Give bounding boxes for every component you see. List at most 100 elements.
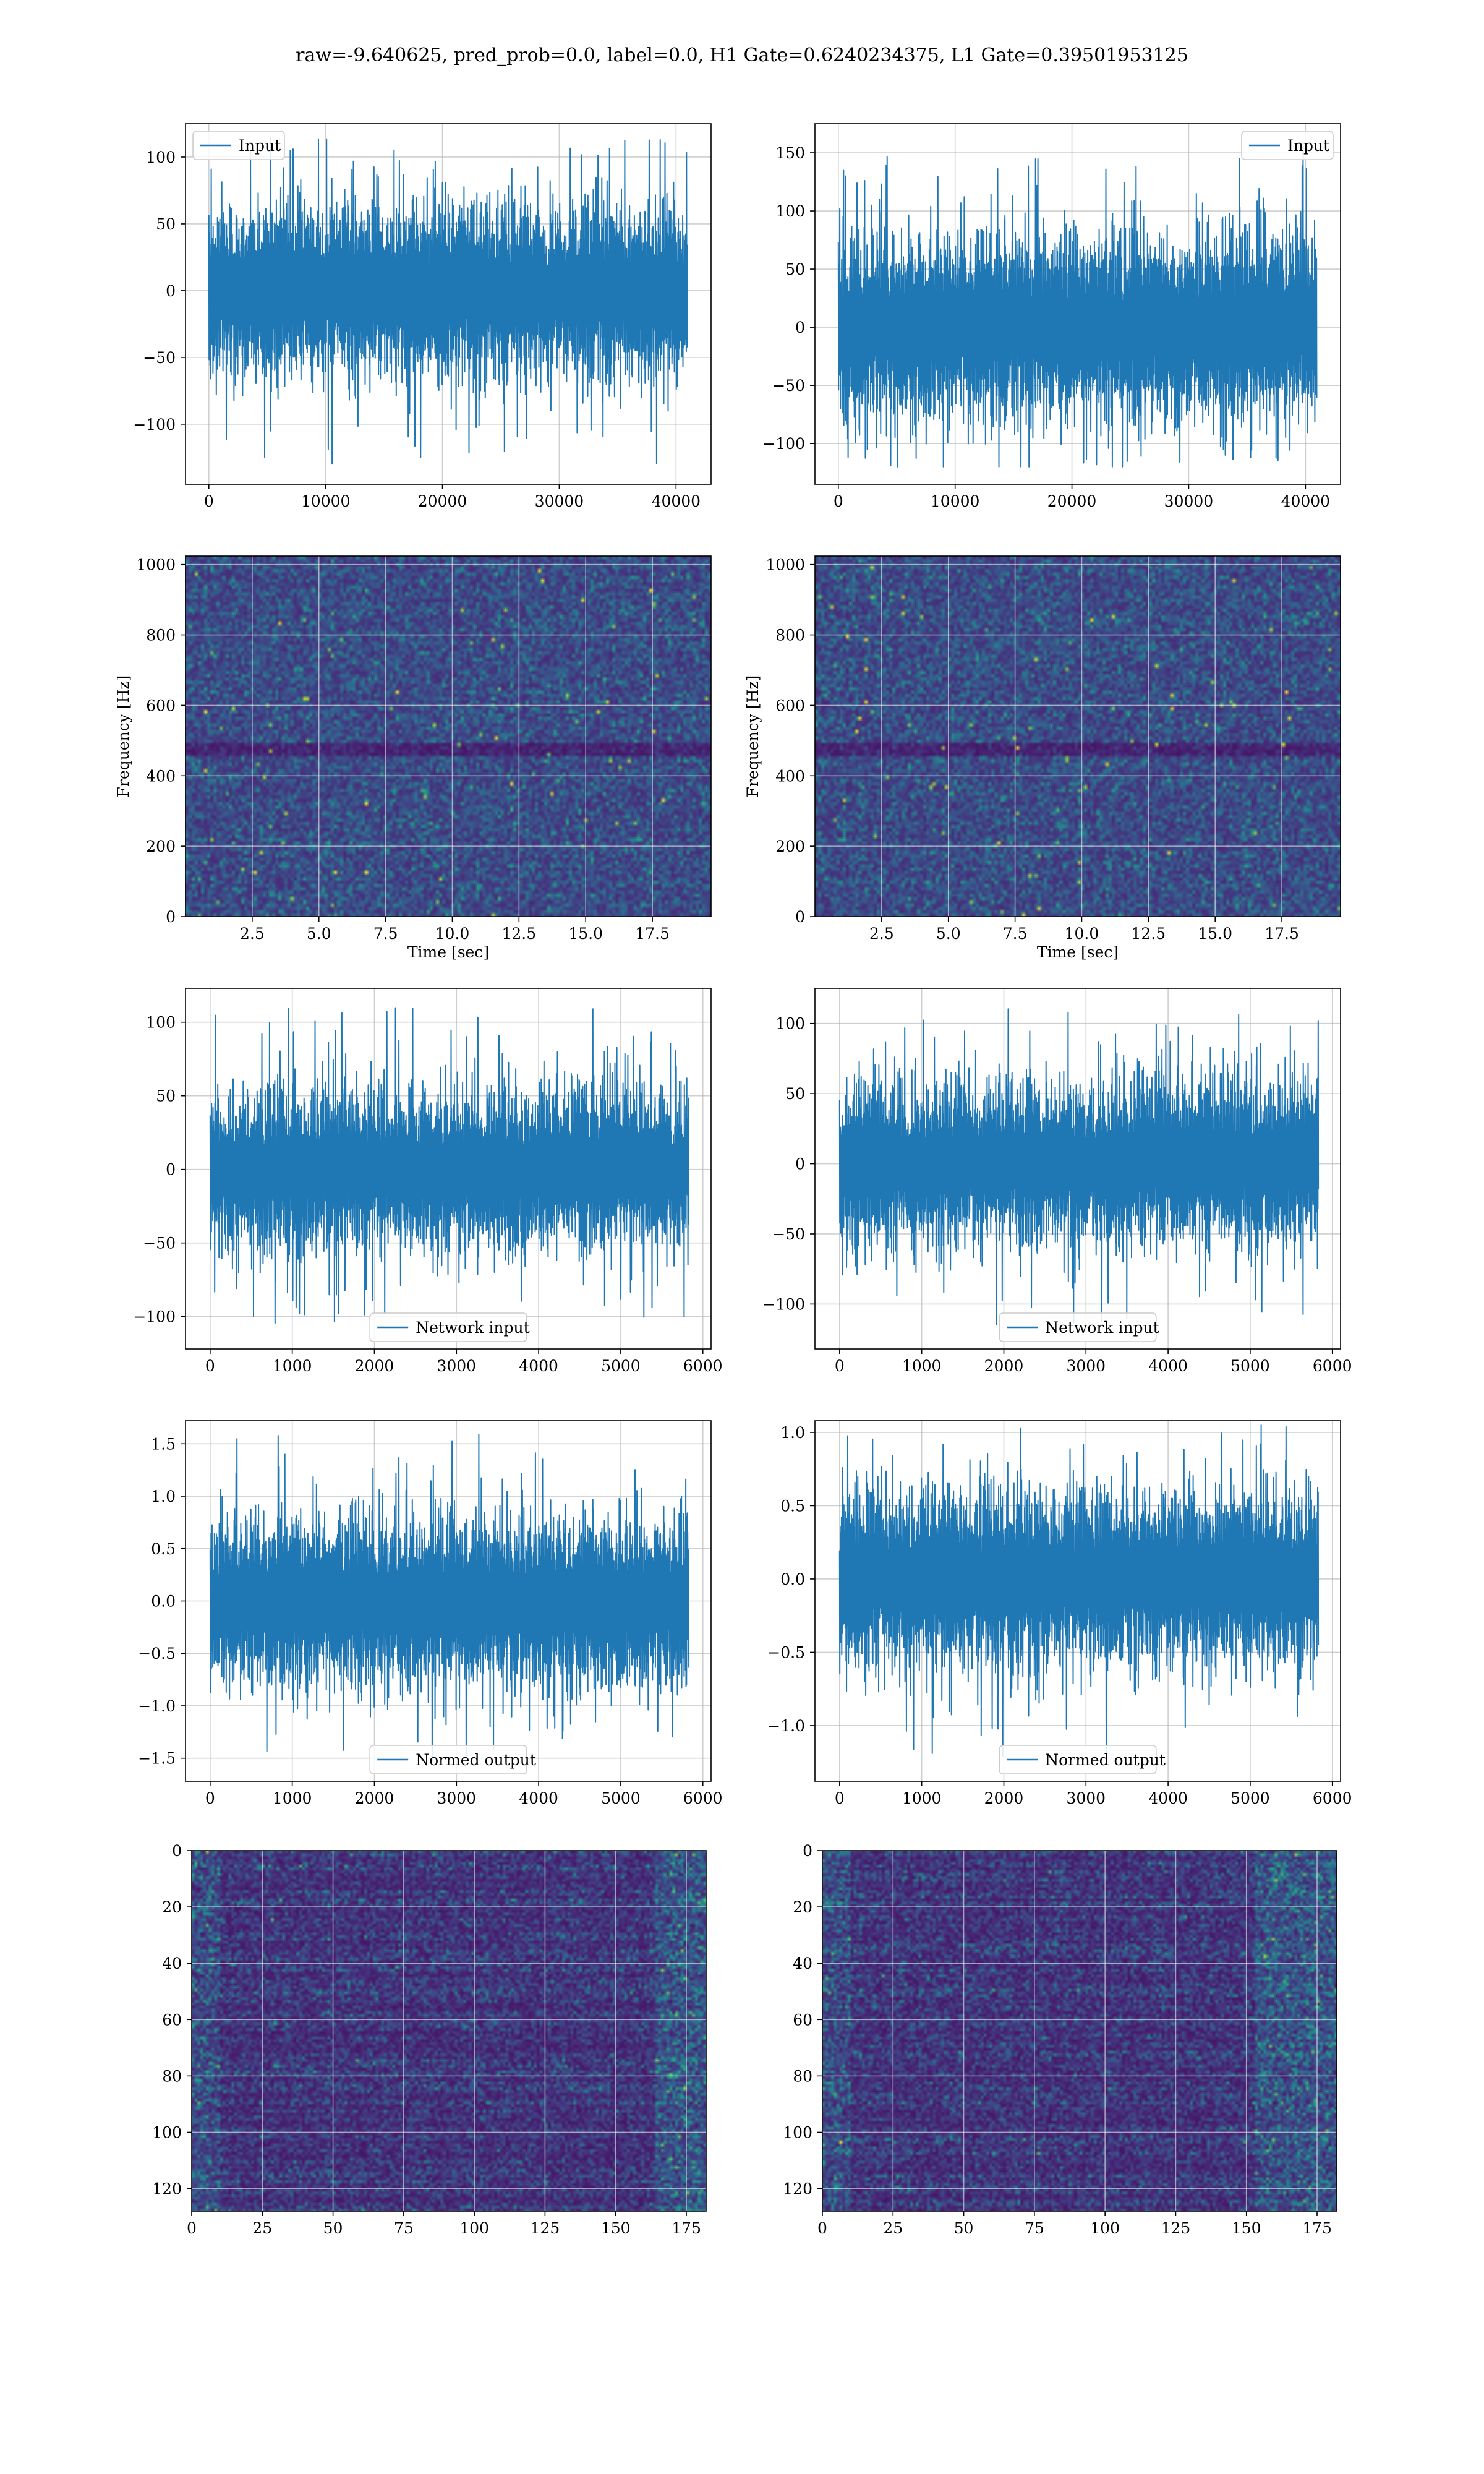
x-tick-label: 0 (187, 2219, 197, 2237)
x-tick-label: 2000 (355, 1789, 394, 1807)
y-tick-label: −100 (133, 416, 176, 434)
chart-input-h1: 0 10000 20000 30000 40000 −100 −50 0 50 100 Input (133, 123, 712, 510)
y-tick-label: 600 (146, 696, 176, 714)
y-tick-label: 100 (146, 148, 176, 166)
legend: Normed output (369, 1745, 536, 1774)
x-tick-label: 125 (531, 2219, 560, 2237)
y-tick-label: 0.5 (780, 1497, 805, 1515)
x-tick-label: 0 (204, 492, 214, 510)
x-tick-label: 0 (834, 492, 843, 510)
y-tick-label: −50 (143, 349, 176, 367)
axes-frame (191, 1850, 707, 2212)
legend-label: Network input (416, 1319, 529, 1337)
y-tick-label: 1.0 (151, 1487, 176, 1505)
x-tick-label: 12.5 (502, 925, 537, 943)
y-tick-label: 600 (775, 696, 805, 714)
y-tick-label: −1.5 (138, 1750, 176, 1768)
x-tick-label: 1000 (902, 1789, 942, 1807)
x-tick-label: 75 (1025, 2219, 1044, 2237)
x-tick-label: 10000 (301, 492, 351, 510)
x-tick-label: 1000 (273, 1789, 312, 1807)
axes-frame (822, 1850, 1337, 2212)
legend: Input (192, 131, 285, 160)
y-tick-label: 0 (166, 1161, 176, 1179)
chart-normed-output-h1: 0 1000 2000 3000 4000 5000 6000 −1.5 −1.0 −0.5 0.0… (138, 1420, 723, 1807)
y-tick-label: 40 (162, 1954, 182, 1972)
legend: Normed output (999, 1745, 1166, 1774)
x-tick-label: 5000 (601, 1357, 641, 1375)
axes-frame (185, 988, 712, 1350)
x-tick-label: 15.0 (1198, 925, 1232, 943)
x-tick-label: 5000 (601, 1789, 641, 1807)
heatmap-image (186, 556, 711, 917)
x-tick-label: 40000 (1281, 492, 1331, 510)
y-axis-label: Frequency [Hz] (744, 675, 762, 798)
y-tick-label: −0.5 (767, 1643, 805, 1661)
chart-spectrogram-h1: 2.5 5.0 7.5 10.0 12.5 15.0 17.5 0 200 400 600 800 10… (114, 555, 712, 961)
series-line (208, 136, 688, 465)
chart-input-l1: 0 10000 20000 30000 40000 −100 −50 0 50 100 150 Inp… (762, 123, 1341, 510)
plot-area (815, 1421, 1341, 1781)
y-axis-label: Frequency [Hz] (114, 675, 132, 798)
x-tick-label: 6000 (683, 1357, 723, 1375)
y-tick-label: 400 (146, 767, 176, 785)
x-tick-label: 0 (835, 1789, 845, 1807)
x-tick-label: 1000 (273, 1357, 312, 1375)
x-tick-label: 10.0 (1065, 925, 1099, 943)
x-tick-label: 75 (394, 2219, 414, 2237)
x-axis-label: Time [sec] (407, 943, 489, 961)
y-tick-label: 20 (162, 1898, 182, 1916)
grid (822, 1851, 1337, 2211)
axes-frame (814, 123, 1341, 485)
y-tick-label: 800 (146, 627, 176, 644)
y-tick-label: 1000 (136, 556, 176, 574)
legend-label: Input (239, 137, 281, 155)
y-tick-label: 120 (152, 2180, 182, 2198)
x-tick-label: 4000 (1148, 1357, 1188, 1375)
legend-label: Normed output (416, 1751, 536, 1769)
axes-frame (814, 1420, 1341, 1782)
x-tick-label: 3000 (437, 1789, 476, 1807)
y-tick-label: 120 (783, 2180, 812, 2198)
chart-feature-map-h1: 0 25 50 75 100 125 150 175 0 20 40 60 80 100 120 (152, 1842, 707, 2237)
legend-label: Normed output (1045, 1751, 1166, 1769)
plot-area (186, 124, 711, 484)
grid (186, 556, 711, 917)
x-axis-label: Time [sec] (1037, 943, 1119, 961)
x-tick-label: 175 (672, 2219, 701, 2237)
legend: Network input (999, 1312, 1159, 1342)
x-tick-label: 40000 (652, 492, 701, 510)
y-tick-label: −50 (143, 1235, 176, 1252)
plot-area (815, 124, 1341, 484)
x-tick-label: 2000 (355, 1357, 394, 1375)
y-tick-label: −100 (762, 435, 805, 453)
x-tick-label: 2.5 (869, 925, 894, 943)
x-tick-label: 25 (883, 2219, 903, 2237)
chart-network-input-h1: 0 1000 2000 3000 4000 5000 6000 −100 −50 0 50 100 Ne… (133, 988, 723, 1375)
x-tick-label: 50 (954, 2219, 974, 2237)
x-tick-label: 5.0 (936, 925, 961, 943)
series-line (838, 1008, 1320, 1325)
y-tick-label: 40 (793, 1954, 812, 1972)
legend: Network input (369, 1312, 530, 1342)
y-tick-label: 0 (166, 908, 176, 926)
y-tick-label: 20 (793, 1898, 812, 1916)
y-tick-label: 60 (162, 2011, 182, 2029)
y-tick-label: −100 (133, 1308, 176, 1326)
x-tick-label: 30000 (1164, 492, 1214, 510)
plot-area (192, 1851, 706, 2211)
x-tick-label: 100 (459, 2219, 489, 2237)
figure-title: raw=-9.640625, pred_prob=0.0, label=0.0,… (296, 45, 1188, 66)
grid (815, 1421, 1341, 1781)
y-tick-label: 100 (775, 202, 805, 220)
y-tick-label: 0 (795, 908, 805, 926)
y-tick-label: 150 (775, 144, 805, 162)
plot-area (186, 988, 711, 1349)
x-tick-label: 30000 (535, 492, 584, 510)
plot-area (822, 1851, 1337, 2211)
y-tick-label: 50 (785, 1085, 805, 1103)
x-tick-label: 6000 (683, 1789, 723, 1807)
axes-frame (185, 555, 712, 917)
y-tick-label: 0.0 (780, 1570, 805, 1588)
y-tick-label: 1.0 (780, 1424, 805, 1442)
